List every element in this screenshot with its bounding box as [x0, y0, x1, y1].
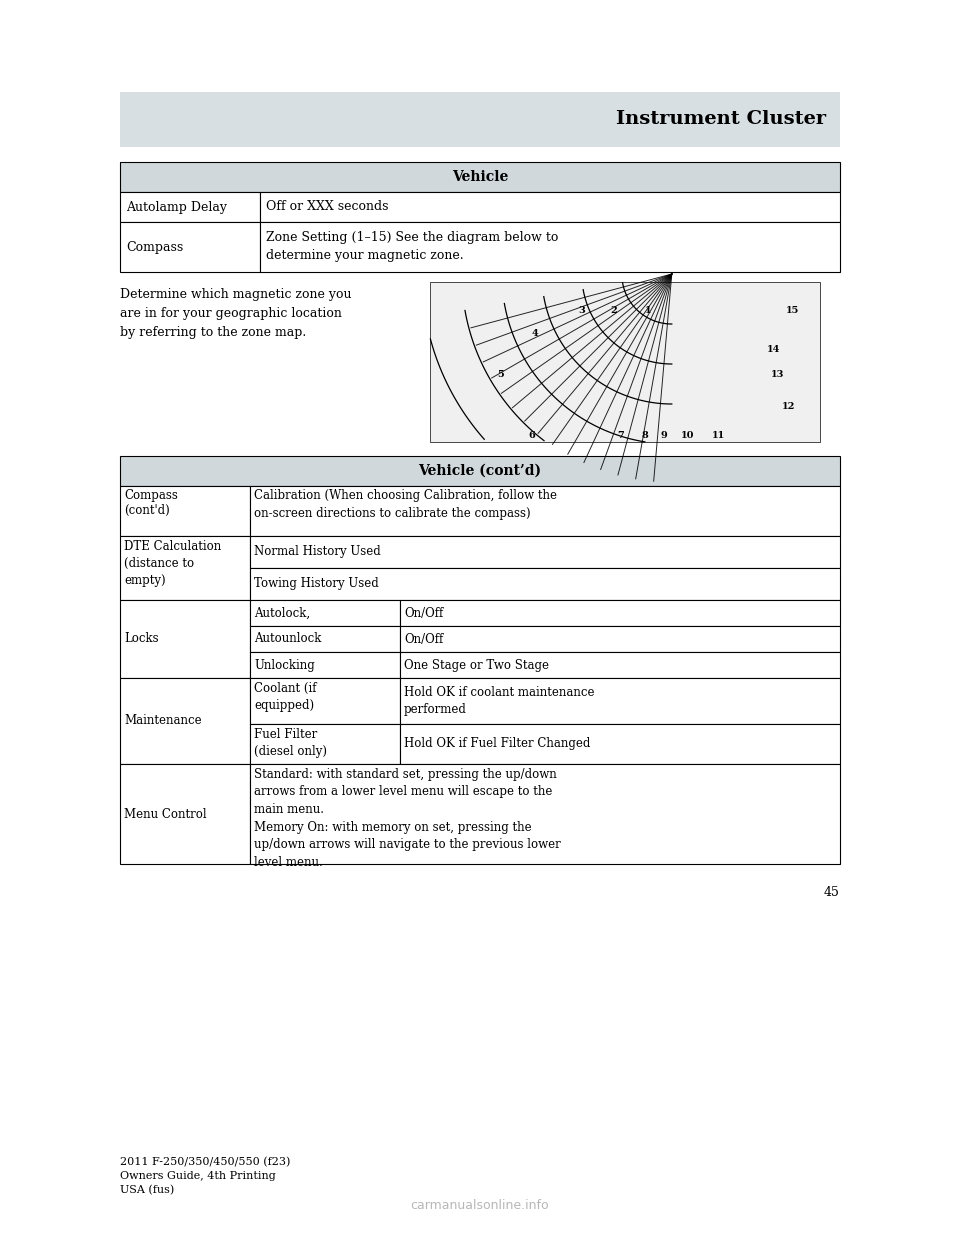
Text: 7: 7: [617, 431, 624, 440]
Text: Coolant (if
equipped): Coolant (if equipped): [254, 682, 317, 712]
Text: Standard: with standard set, pressing the up/down
arrows from a lower level menu: Standard: with standard set, pressing th…: [254, 768, 561, 868]
Text: Hold OK if coolant maintenance
performed: Hold OK if coolant maintenance performed: [404, 686, 594, 715]
Text: 13: 13: [771, 370, 783, 379]
FancyBboxPatch shape: [120, 600, 250, 678]
Text: 45: 45: [824, 886, 840, 899]
FancyBboxPatch shape: [400, 724, 840, 764]
Text: Menu Control: Menu Control: [124, 807, 206, 821]
FancyBboxPatch shape: [250, 652, 400, 678]
Text: On/Off: On/Off: [404, 632, 444, 646]
Text: USA (fus): USA (fus): [120, 1185, 175, 1195]
Text: 12: 12: [782, 402, 796, 411]
Text: 1: 1: [645, 307, 652, 315]
Text: DTE Calculation
(distance to
empty): DTE Calculation (distance to empty): [124, 540, 221, 587]
Text: Vehicle: Vehicle: [452, 170, 508, 184]
Text: 15: 15: [786, 307, 800, 315]
Text: Compass: Compass: [126, 241, 183, 253]
Text: Hold OK if Fuel Filter Changed: Hold OK if Fuel Filter Changed: [404, 738, 590, 750]
FancyBboxPatch shape: [250, 764, 840, 864]
Text: determine your magnetic zone.: determine your magnetic zone.: [266, 250, 464, 262]
FancyBboxPatch shape: [120, 161, 840, 193]
FancyBboxPatch shape: [400, 600, 840, 626]
Bar: [430, 282, 820, 442]
FancyBboxPatch shape: [250, 724, 400, 764]
FancyBboxPatch shape: [120, 537, 250, 600]
Text: Calibration (When choosing Calibration, follow the
on-screen directions to calib: Calibration (When choosing Calibration, …: [254, 489, 557, 520]
FancyBboxPatch shape: [120, 678, 250, 764]
Text: Locks: Locks: [124, 632, 158, 646]
Text: 14: 14: [766, 345, 780, 354]
FancyBboxPatch shape: [250, 568, 840, 600]
Text: Autolock,: Autolock,: [254, 606, 310, 620]
Text: Instrument Cluster: Instrument Cluster: [616, 111, 826, 128]
FancyBboxPatch shape: [400, 652, 840, 678]
Text: Unlocking: Unlocking: [254, 658, 315, 672]
Text: Normal History Used: Normal History Used: [254, 545, 381, 559]
Text: 2: 2: [610, 307, 616, 315]
Text: Fuel Filter
(diesel only): Fuel Filter (diesel only): [254, 728, 327, 758]
FancyBboxPatch shape: [260, 193, 840, 222]
Text: 3: 3: [579, 307, 586, 315]
Text: Owners Guide, 4th Printing: Owners Guide, 4th Printing: [120, 1171, 276, 1181]
FancyBboxPatch shape: [250, 626, 400, 652]
Text: Zone Setting (1–15) See the diagram below to: Zone Setting (1–15) See the diagram belo…: [266, 231, 559, 245]
Text: 2011 F-250/350/450/550 (f23): 2011 F-250/350/450/550 (f23): [120, 1156, 290, 1167]
FancyBboxPatch shape: [250, 537, 840, 568]
Text: Maintenance: Maintenance: [124, 714, 202, 728]
FancyBboxPatch shape: [250, 678, 400, 724]
FancyBboxPatch shape: [400, 626, 840, 652]
Text: Compass
(cont'd): Compass (cont'd): [124, 489, 178, 517]
Text: 6: 6: [528, 431, 535, 440]
Text: 10: 10: [681, 431, 694, 440]
Text: 9: 9: [660, 431, 667, 440]
FancyBboxPatch shape: [120, 456, 840, 486]
Text: carmanualsonline.info: carmanualsonline.info: [411, 1199, 549, 1212]
Text: One Stage or Two Stage: One Stage or Two Stage: [404, 658, 549, 672]
Text: Off or XXX seconds: Off or XXX seconds: [266, 200, 389, 214]
FancyBboxPatch shape: [120, 486, 250, 537]
FancyBboxPatch shape: [120, 193, 260, 222]
Text: Towing History Used: Towing History Used: [254, 578, 379, 590]
FancyBboxPatch shape: [400, 678, 840, 724]
Text: 11: 11: [712, 431, 725, 440]
FancyBboxPatch shape: [120, 764, 250, 864]
Text: Autounlock: Autounlock: [254, 632, 322, 646]
Text: 4: 4: [532, 329, 539, 338]
Text: Determine which magnetic zone you
are in for your geographic location
by referri: Determine which magnetic zone you are in…: [120, 288, 351, 339]
FancyBboxPatch shape: [260, 222, 840, 272]
FancyBboxPatch shape: [120, 222, 260, 272]
FancyBboxPatch shape: [250, 600, 400, 626]
Text: Autolamp Delay: Autolamp Delay: [126, 200, 227, 214]
FancyBboxPatch shape: [250, 486, 840, 537]
Text: 8: 8: [641, 431, 648, 440]
Text: On/Off: On/Off: [404, 606, 444, 620]
Text: Vehicle (cont’d): Vehicle (cont’d): [419, 465, 541, 478]
FancyBboxPatch shape: [120, 92, 840, 147]
Text: 5: 5: [497, 370, 504, 379]
